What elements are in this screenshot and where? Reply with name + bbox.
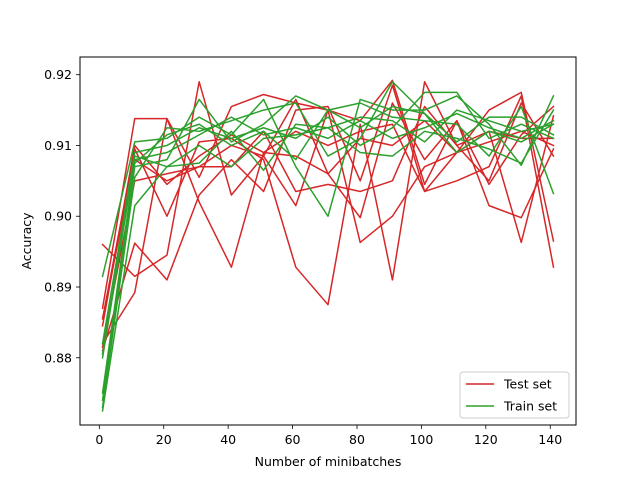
y-tick-label: 0.91 — [44, 138, 72, 153]
train-set-run-7-line — [101, 91, 555, 345]
series-layer — [101, 79, 555, 412]
x-tick-label: 0 — [95, 432, 103, 447]
y-tick-label: 0.89 — [44, 280, 72, 295]
x-axis: 0 20 40 60 80 100 120 140 — [95, 425, 562, 447]
x-tick-label: 80 — [349, 432, 365, 447]
test-set-run-3-line — [101, 81, 555, 320]
legend-label-test-set: Test set — [503, 377, 552, 392]
train-set-run-8-line — [101, 109, 555, 356]
train-set-run-3-line — [101, 81, 555, 409]
y-axis-label: Accuracy — [19, 212, 34, 270]
y-tick-label: 0.90 — [44, 209, 72, 224]
y-axis: 0.88 0.89 0.90 0.91 0.92 — [44, 67, 80, 365]
x-tick-label: 20 — [156, 432, 172, 447]
x-axis-label: Number of minibatches — [255, 454, 402, 469]
x-tick-label: 100 — [409, 432, 433, 447]
y-tick-label: 0.88 — [44, 350, 72, 365]
legend: Test set Train set — [459, 371, 570, 419]
x-tick-label: 40 — [220, 432, 236, 447]
x-tick-label: 120 — [474, 432, 498, 447]
y-tick-label: 0.92 — [44, 67, 72, 82]
legend-label-train-set: Train set — [503, 399, 557, 414]
train-set-run-5-line — [101, 105, 555, 394]
x-tick-label: 60 — [285, 432, 301, 447]
test-set-run-7-line — [101, 102, 555, 349]
test-set-run-4-line — [101, 84, 555, 352]
x-tick-label: 140 — [538, 432, 562, 447]
plot-frame — [79, 56, 577, 426]
